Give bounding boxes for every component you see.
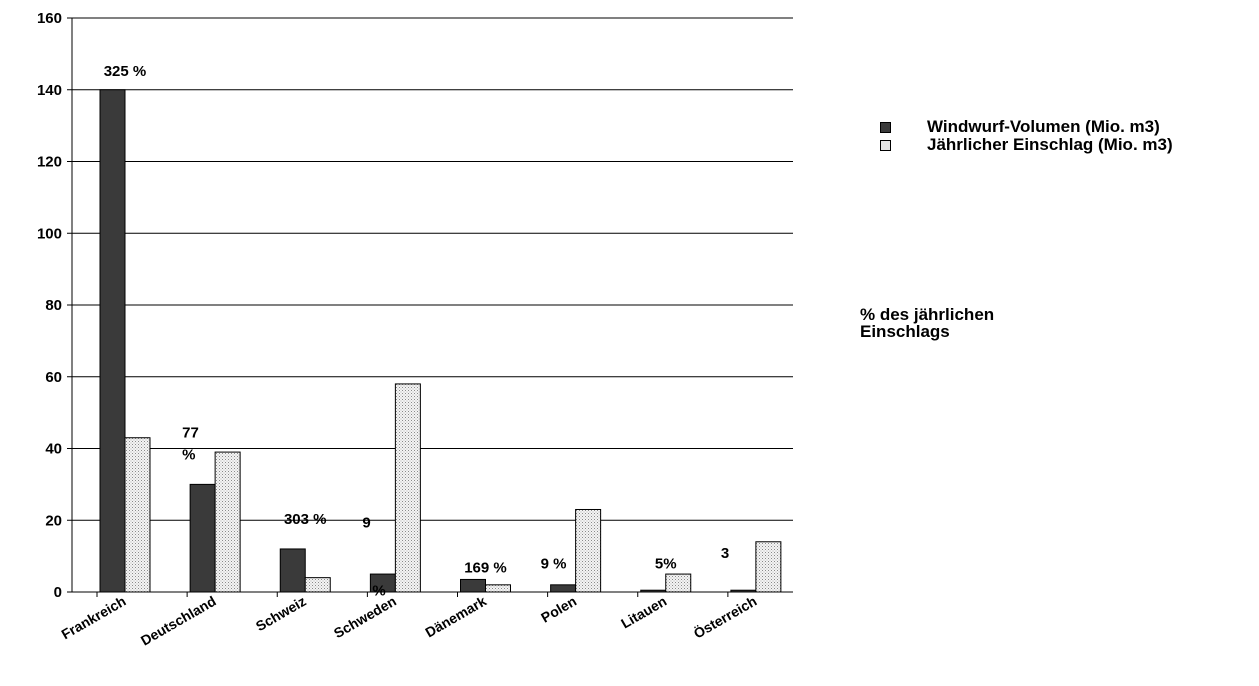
y-tick-label: 40	[45, 441, 62, 458]
legend-label-einschlag: Jährlicher Einschlag (Mio. m3)	[927, 135, 1173, 154]
legend-item-windwurf: Windwurf-Volumen (Mio. m3)	[880, 118, 1173, 136]
bar-windwurf	[279, 548, 306, 593]
y-tick-label: 80	[45, 297, 62, 314]
bar-windwurf	[99, 89, 126, 593]
bar-einschlag	[124, 437, 151, 593]
gridlines	[72, 17, 793, 521]
x-tick-label: Deutschland	[138, 593, 219, 649]
x-tick-label: Dänemark	[422, 593, 489, 641]
y-tick-label: 140	[37, 82, 62, 99]
axes	[67, 17, 793, 597]
x-tick-label: Frankreich	[58, 593, 128, 643]
y-tick-label: 60	[45, 369, 62, 386]
percent-label: 3	[721, 545, 729, 562]
x-tick-label: Polen	[538, 593, 579, 626]
y-tick-label: 100	[37, 225, 62, 242]
percent-label: %	[182, 447, 195, 464]
bar-windwurf	[460, 578, 486, 593]
percent-label: 5%	[655, 556, 677, 573]
percent-label: 303 %	[284, 511, 327, 528]
percent-label: 9 %	[541, 556, 567, 573]
percent-note: % des jährlichen Einschlags	[860, 306, 1060, 340]
legend-label-windwurf: Windwurf-Volumen (Mio. m3)	[927, 117, 1160, 136]
y-tick-label: 0	[54, 584, 62, 601]
bar-einschlag	[755, 541, 782, 593]
y-tick-label: 160	[37, 10, 62, 27]
legend-swatch-windwurf	[880, 121, 891, 133]
percent-label: 77	[182, 425, 199, 442]
x-tick-label: Österreich	[691, 593, 760, 642]
bar-einschlag	[214, 451, 241, 593]
x-tick-label: Schweiz	[253, 593, 309, 634]
legend: Windwurf-Volumen (Mio. m3) Jährlicher Ei…	[880, 118, 1173, 154]
bars	[99, 89, 782, 593]
legend-item-einschlag: Jährlicher Einschlag (Mio. m3)	[880, 136, 1173, 154]
percent-label: 325 %	[104, 63, 147, 80]
y-tick-label: 120	[37, 154, 62, 171]
bar-einschlag	[665, 573, 692, 593]
x-tick-label: Schweden	[331, 593, 399, 641]
bar-einschlag	[575, 508, 602, 593]
percent-label: 9	[362, 514, 370, 531]
percent-note-text: % des jährlichen Einschlags	[860, 305, 995, 341]
bar-einschlag	[394, 383, 421, 593]
bar-windwurf	[189, 483, 216, 593]
percent-label: %	[372, 583, 385, 600]
bar-einschlag	[485, 584, 511, 593]
legend-swatch-einschlag	[880, 139, 891, 151]
bar-einschlag	[304, 577, 331, 593]
bar-windwurf	[550, 584, 577, 593]
x-tick-label: Litauen	[618, 593, 669, 632]
y-tick-label: 20	[45, 512, 62, 529]
percent-label: 169 %	[464, 559, 507, 576]
